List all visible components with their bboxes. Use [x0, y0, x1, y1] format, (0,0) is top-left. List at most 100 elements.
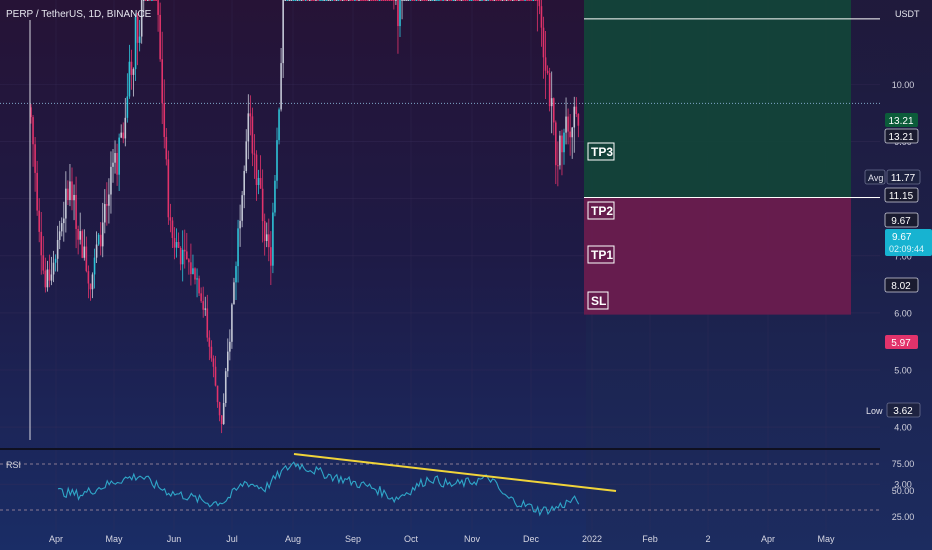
candle-body: [126, 96, 129, 118]
candle-body: [315, 0, 317, 1]
candle-body: [425, 0, 428, 1]
candle-body: [337, 0, 340, 1]
candle-body: [253, 153, 256, 155]
candle-body: [317, 0, 319, 1]
candle-body: [391, 0, 393, 1]
pane-separator[interactable]: [0, 448, 880, 450]
candle-body: [487, 0, 489, 1]
rsi-tick-label: 25.00: [892, 512, 915, 522]
candle-body: [497, 0, 500, 1]
candle-body: [491, 0, 494, 1]
candle-body: [477, 0, 479, 1]
time-tick-label: Apr: [49, 534, 63, 544]
candle-body: [99, 234, 102, 247]
candle-body: [319, 0, 321, 1]
candle-body: [300, 0, 303, 1]
candle-body: [46, 269, 49, 288]
candle-body: [245, 141, 248, 171]
candle-body: [438, 0, 440, 1]
horizontal-levels[interactable]: [0, 0, 880, 199]
candle-body: [464, 0, 467, 1]
candle-body: [442, 0, 444, 1]
svg-text:8.02: 8.02: [891, 281, 911, 292]
candle-body: [325, 0, 327, 1]
candle-body: [446, 0, 448, 1]
candle-body: [163, 103, 166, 137]
candle-body: [378, 0, 381, 1]
candle-body: [495, 0, 498, 1]
candle-body: [294, 0, 297, 1]
candle-body: [32, 117, 34, 145]
candle-body: [79, 231, 81, 240]
candle-body: [73, 194, 75, 201]
tp3-label[interactable]: TP3: [587, 142, 615, 161]
candle-body: [222, 402, 225, 425]
candle-body: [380, 0, 383, 1]
candle-body: [63, 218, 65, 224]
candle-body: [411, 0, 414, 1]
candle-body: [167, 159, 170, 218]
tag-high-line: 13.21: [884, 128, 919, 144]
profit-zone[interactable]: [584, 0, 851, 198]
candle-body: [216, 385, 219, 403]
candle-body: [85, 246, 88, 272]
candle-body: [34, 144, 36, 173]
candle-body: [329, 0, 332, 1]
candle-body: [470, 0, 473, 1]
candle-body: [155, 0, 157, 1]
svg-text:9.67: 9.67: [891, 216, 911, 227]
candle-body: [159, 14, 161, 60]
candle-body: [42, 255, 45, 271]
rsi-tick-label: 75.00: [892, 459, 915, 469]
candle-body: [120, 132, 122, 138]
time-tick-label: Apr: [761, 534, 775, 544]
candle-body: [542, 27, 545, 58]
tp2-text: TP2: [591, 204, 613, 218]
candle-body: [417, 0, 420, 1]
candle-body: [546, 70, 549, 74]
candle-body: [124, 117, 127, 139]
time-tick-label: May: [817, 534, 835, 544]
candle-body: [432, 0, 434, 1]
candle-body: [511, 0, 514, 1]
candle-body: [181, 249, 184, 265]
candle-body: [87, 271, 90, 284]
candle-body: [104, 204, 106, 223]
position-zones[interactable]: [584, 0, 851, 315]
candle-body: [386, 0, 389, 1]
loss-zone[interactable]: [584, 197, 851, 315]
candle-body: [198, 278, 200, 294]
candle-body: [514, 0, 516, 1]
sl-label[interactable]: SL: [587, 291, 609, 310]
rsi-trendline[interactable]: [293, 453, 617, 492]
candle-body: [559, 135, 561, 166]
candle-body: [224, 371, 227, 403]
candle-body: [544, 57, 547, 71]
tag-avg: Avg 11.77: [864, 169, 921, 185]
candle-body: [149, 0, 151, 1]
candle-body: [311, 0, 313, 1]
price-tick-label: 4.00: [894, 423, 912, 433]
candle-body: [192, 268, 194, 275]
time-axis[interactable]: Apr May Jun Jul Aug Sep Oct Nov Dec 2022 Feb 2 Apr Ma…: [49, 534, 835, 544]
candle-body: [372, 0, 375, 1]
candle-body: [393, 0, 395, 1]
candle-body: [526, 0, 528, 1]
candle-body: [208, 337, 211, 347]
candle-body: [473, 0, 475, 1]
candle-body: [169, 217, 172, 221]
tp1-label[interactable]: TP1: [587, 245, 615, 264]
candle-body: [147, 0, 149, 1]
candle-body: [509, 0, 512, 1]
candle-body: [518, 0, 520, 1]
candle-body: [468, 0, 471, 1]
candle-body: [499, 0, 502, 1]
tp2-label[interactable]: TP2: [587, 201, 615, 220]
candle-body: [313, 0, 315, 1]
candle-series: [30, 0, 580, 434]
candle-body: [565, 116, 567, 133]
candle-body: [429, 0, 432, 1]
candle-body: [524, 0, 526, 1]
candle-body: [30, 107, 32, 118]
